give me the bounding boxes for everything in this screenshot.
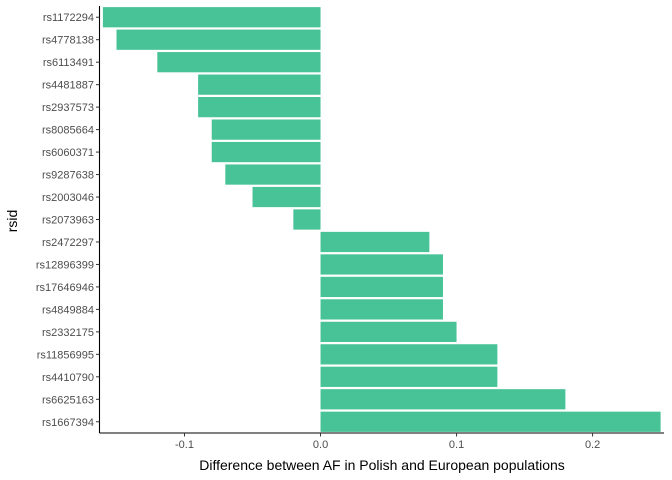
bar-rs8085664 bbox=[211, 119, 321, 140]
bar-rs1172294 bbox=[102, 7, 321, 28]
bar-rs4849884 bbox=[320, 299, 443, 320]
y-tick-label: rs6625163 bbox=[42, 394, 94, 406]
bar-rs4481887 bbox=[198, 74, 321, 95]
bars bbox=[102, 7, 661, 432]
y-tick-label: rs4481887 bbox=[42, 80, 94, 92]
y-tick-label: rs1172294 bbox=[43, 12, 94, 24]
bar-rs6113491 bbox=[157, 52, 321, 73]
y-tick-label: rs4410790 bbox=[42, 372, 94, 384]
bar-rs11856995 bbox=[320, 344, 498, 365]
y-tick-label: rs2937573 bbox=[42, 102, 94, 114]
y-tick-label: rs2073963 bbox=[42, 215, 94, 227]
x-tick-label: 0.2 bbox=[585, 439, 600, 451]
bar-rs17646946 bbox=[320, 276, 443, 298]
bar-rs2073963 bbox=[293, 209, 321, 230]
bar-rs6625163 bbox=[320, 389, 566, 410]
y-tick-label: rs8085664 bbox=[42, 125, 94, 137]
y-tick-label: rs11856995 bbox=[37, 349, 94, 361]
y-tick-label: rs6060371 bbox=[42, 147, 94, 159]
x-tick-label: 0.1 bbox=[449, 439, 464, 451]
y-tick-label: rs2472297 bbox=[42, 237, 94, 249]
bar-rs2332175 bbox=[320, 321, 457, 342]
bar-rs1667394 bbox=[320, 411, 661, 432]
bar-rs2003046 bbox=[252, 186, 321, 208]
y-tick-label: rs2003046 bbox=[42, 192, 94, 204]
x-axis-ticks: -0.1 0.0 0.1 0.2 bbox=[175, 433, 600, 451]
y-tick-label: rs12896399 bbox=[36, 259, 94, 271]
y-axis-title: rsid bbox=[4, 210, 20, 233]
bar-rs2937573 bbox=[198, 97, 321, 118]
bar-rs9287638 bbox=[225, 164, 321, 185]
y-tick-label: rs4849884 bbox=[42, 304, 94, 316]
x-axis-title: Difference between AF in Polish and Euro… bbox=[199, 457, 565, 473]
y-tick-label: rs6113491 bbox=[43, 57, 94, 69]
bar-rs4410790 bbox=[320, 366, 498, 387]
bar-rs6060371 bbox=[211, 141, 321, 163]
y-axis-ticks: rs1172294 rs4778138 rs6113491 rs4481887 rs29… bbox=[36, 12, 100, 429]
y-tick-label: rs1667394 bbox=[42, 417, 94, 429]
bar-rs4778138 bbox=[116, 29, 321, 50]
y-tick-label: rs17646946 bbox=[36, 282, 94, 294]
x-tick-label: 0.0 bbox=[313, 439, 328, 451]
bar-rs2472297 bbox=[320, 231, 430, 253]
y-tick-label: rs9287638 bbox=[42, 170, 94, 182]
y-tick-label: rs4778138 bbox=[42, 35, 94, 47]
x-tick-label: -0.1 bbox=[175, 439, 194, 451]
bar-rs12896399 bbox=[320, 254, 443, 275]
y-tick-label: rs2332175 bbox=[42, 327, 94, 339]
